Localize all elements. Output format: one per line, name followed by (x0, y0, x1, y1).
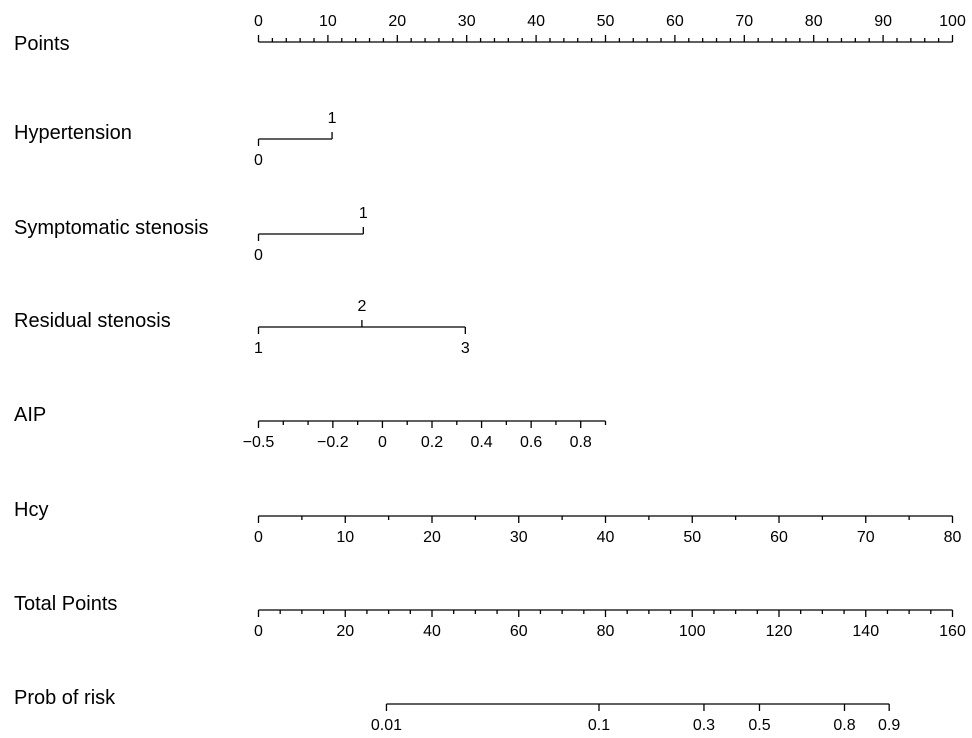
total-points-tick-label: 160 (939, 623, 966, 640)
row-label-aip: AIP (14, 404, 46, 426)
points-tick-label: 80 (805, 13, 823, 30)
row-label-hcy: Hcy (14, 499, 48, 521)
hcy-tick-label: 70 (857, 529, 875, 546)
total-points-tick-label: 60 (510, 623, 528, 640)
prob-of-risk-tick-label: 0.9 (878, 717, 900, 734)
prob-of-risk-tick-label: 0.5 (748, 717, 770, 734)
row-label-points: Points (14, 33, 70, 55)
residual-stenosis-level-label: 2 (357, 298, 366, 315)
hcy-tick-label: 40 (597, 529, 615, 546)
hcy-tick-label: 60 (770, 529, 788, 546)
total-points-tick-label: 120 (766, 623, 793, 640)
row-label-prob-of-risk: Prob of risk (14, 687, 116, 709)
row-label-residual-stenosis: Residual stenosis (14, 310, 171, 332)
row-label-symptomatic-stenosis: Symptomatic stenosis (14, 217, 209, 239)
symptomatic-stenosis-level-label: 0 (254, 247, 263, 264)
aip-tick-label: 0.8 (570, 434, 592, 451)
prob-of-risk-tick-label: 0.1 (588, 717, 610, 734)
residual-stenosis-level-label: 1 (254, 340, 263, 357)
aip-tick-label: 0 (378, 434, 387, 451)
points-tick-label: 20 (388, 13, 406, 30)
aip-tick-label: −0.5 (243, 434, 275, 451)
points-tick-label: 40 (527, 13, 545, 30)
row-label-hypertension: Hypertension (14, 122, 132, 144)
symptomatic-stenosis-level-label: 1 (359, 205, 368, 222)
prob-of-risk-tick-label: 0.8 (833, 717, 855, 734)
total-points-tick-label: 40 (423, 623, 441, 640)
prob-of-risk-tick-label: 0.3 (693, 717, 715, 734)
total-points-tick-label: 20 (336, 623, 354, 640)
row-label-total-points: Total Points (14, 593, 117, 615)
total-points-tick-label: 140 (852, 623, 879, 640)
hcy-tick-label: 50 (683, 529, 701, 546)
hcy-tick-label: 80 (944, 529, 962, 546)
points-tick-label: 100 (939, 13, 966, 30)
total-points-tick-label: 80 (597, 623, 615, 640)
points-tick-label: 0 (254, 13, 263, 30)
hypertension-level-label: 0 (254, 152, 263, 169)
hcy-tick-label: 10 (336, 529, 354, 546)
aip-tick-label: −0.2 (317, 434, 349, 451)
hcy-tick-label: 20 (423, 529, 441, 546)
total-points-tick-label: 0 (254, 623, 263, 640)
prob-of-risk-tick-label: 0.01 (371, 717, 402, 734)
points-tick-label: 30 (458, 13, 476, 30)
hcy-tick-label: 0 (254, 529, 263, 546)
points-tick-label: 10 (319, 13, 337, 30)
aip-tick-label: 0.6 (520, 434, 542, 451)
aip-tick-label: 0.4 (470, 434, 492, 451)
aip-tick-label: 0.2 (421, 434, 443, 451)
points-tick-label: 90 (874, 13, 892, 30)
points-tick-label: 60 (666, 13, 684, 30)
residual-stenosis-level-label: 3 (461, 340, 470, 357)
points-tick-label: 70 (735, 13, 753, 30)
hcy-tick-label: 30 (510, 529, 528, 546)
total-points-tick-label: 100 (679, 623, 706, 640)
hypertension-level-label: 1 (328, 110, 337, 127)
points-tick-label: 50 (597, 13, 615, 30)
